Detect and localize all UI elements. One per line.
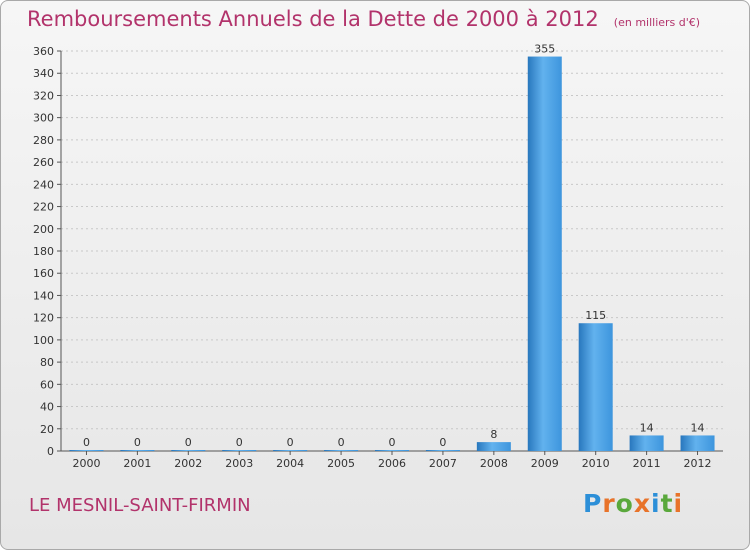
logo-letter: i xyxy=(651,489,661,518)
bar xyxy=(273,450,308,451)
y-tick-label: 300 xyxy=(33,112,54,125)
data-label: 0 xyxy=(439,436,446,449)
bar xyxy=(476,442,511,451)
data-label: 0 xyxy=(236,436,243,449)
data-label: 0 xyxy=(185,436,192,449)
data-label: 355 xyxy=(534,43,555,56)
x-tick-label: 2002 xyxy=(174,457,202,470)
x-tick-label: 2005 xyxy=(327,457,355,470)
data-label: 0 xyxy=(389,436,396,449)
logo-letter: t xyxy=(660,489,674,518)
x-tick-label: 2007 xyxy=(429,457,457,470)
y-tick-label: 60 xyxy=(40,378,54,391)
y-tick-label: 80 xyxy=(40,356,54,369)
x-tick-label: 2010 xyxy=(582,457,610,470)
bar xyxy=(222,450,257,451)
data-label: 14 xyxy=(691,421,705,434)
x-tick-label: 2000 xyxy=(72,457,100,470)
x-tick-label: 2006 xyxy=(378,457,406,470)
logo-letter: x xyxy=(633,489,651,518)
chart-title: Remboursements Annuels de la Dette de 20… xyxy=(27,7,599,31)
proxiti-logo: Proxiti xyxy=(583,489,683,518)
y-tick-label: 120 xyxy=(33,312,54,325)
y-tick-label: 40 xyxy=(40,401,54,414)
x-tick-label: 2011 xyxy=(633,457,661,470)
data-label: 0 xyxy=(83,436,90,449)
chart-unit: (en milliers d'€) xyxy=(613,16,701,29)
data-label: 115 xyxy=(585,309,606,322)
y-tick-label: 20 xyxy=(40,423,54,436)
y-tick-label: 340 xyxy=(33,67,54,80)
y-tick-label: 360 xyxy=(33,45,54,58)
y-tick-label: 280 xyxy=(33,134,54,147)
bar xyxy=(680,435,715,451)
data-label: 0 xyxy=(338,436,345,449)
x-tick-label: 2009 xyxy=(531,457,559,470)
y-tick-label: 320 xyxy=(33,89,54,102)
data-label: 0 xyxy=(287,436,294,449)
y-tick-label: 100 xyxy=(33,334,54,347)
y-tick-label: 160 xyxy=(33,267,54,280)
x-tick-label: 2008 xyxy=(480,457,508,470)
y-tick-label: 0 xyxy=(47,445,54,458)
y-tick-label: 200 xyxy=(33,223,54,236)
bar xyxy=(120,450,155,451)
data-label: 0 xyxy=(134,436,141,449)
y-tick-label: 180 xyxy=(33,245,54,258)
bar xyxy=(324,450,359,451)
data-label: 8 xyxy=(490,428,497,441)
logo-letter: P xyxy=(583,489,603,518)
bar xyxy=(578,323,613,451)
bar xyxy=(629,435,664,451)
x-tick-label: 2012 xyxy=(684,457,712,470)
logo-letter: i xyxy=(673,489,684,518)
chart-title-block: Remboursements Annuels de la Dette de 20… xyxy=(27,7,700,31)
logo-letter: o xyxy=(615,489,634,518)
bar xyxy=(69,450,104,451)
x-tick-label: 2003 xyxy=(225,457,253,470)
bar xyxy=(375,450,409,451)
data-label: 14 xyxy=(640,421,654,434)
x-tick-label: 2004 xyxy=(276,457,304,470)
y-tick-label: 240 xyxy=(33,178,54,191)
bar xyxy=(527,56,562,452)
x-tick-label: 2001 xyxy=(123,457,151,470)
bar xyxy=(425,450,460,451)
y-tick-label: 260 xyxy=(33,156,54,169)
y-tick-label: 140 xyxy=(33,289,54,302)
bar xyxy=(171,450,206,451)
logo-letter: r xyxy=(602,489,616,518)
y-tick-label: 220 xyxy=(33,201,54,214)
commune-name: LE MESNIL-SAINT-FIRMIN xyxy=(29,495,251,516)
